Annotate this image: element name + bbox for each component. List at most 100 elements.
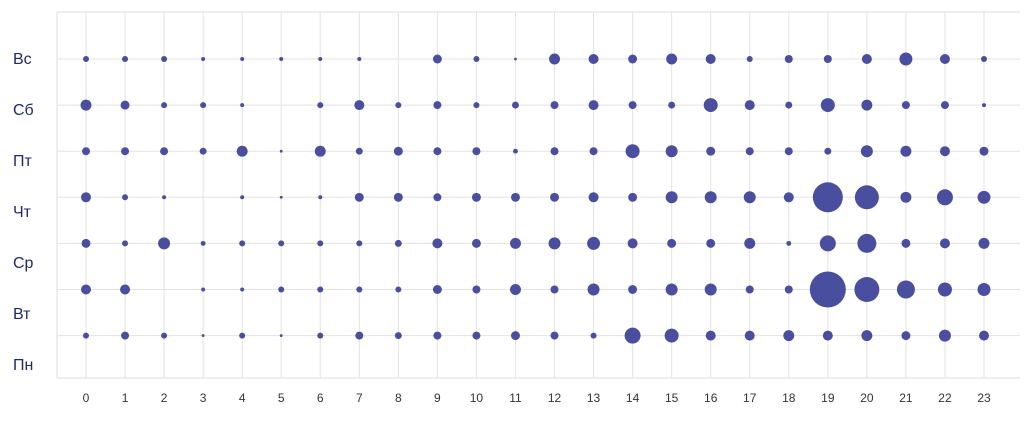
x-tick-label: 2 [161,391,168,405]
bubble [743,191,756,204]
bubble [471,238,481,248]
day-label: Ср [13,255,34,272]
bubble [746,56,753,62]
bubble [979,146,989,156]
bubble [587,283,600,296]
bubble [514,57,517,61]
bubble [706,238,716,248]
bubble [550,192,559,202]
day-label: Пн [13,357,33,374]
bubble [355,331,364,340]
day-label: Сб [13,102,34,119]
bubble [279,57,284,61]
bubble [704,283,717,296]
bubble [81,284,91,295]
x-tick-label: 19 [821,391,835,405]
bubble [857,233,877,253]
bubble [784,55,793,63]
bubble [512,101,519,109]
bubble [355,147,363,155]
bubble [861,54,872,64]
bubble [395,102,402,109]
bubble [900,191,912,203]
bubble [317,240,324,247]
bubble [121,147,130,156]
bubble [239,240,246,247]
bubble [823,55,832,63]
x-tick-label: 10 [470,391,484,405]
bubble [822,330,833,341]
bubble [317,102,324,109]
bubble [162,195,167,200]
bubble [83,332,89,339]
bubble [784,147,793,156]
bubble [83,56,89,62]
x-tick-label: 14 [626,391,640,405]
bubble [899,52,913,66]
bubble [854,277,880,302]
bubble [80,99,92,111]
x-tick-label: 7 [356,391,363,405]
x-tick-label: 9 [434,391,441,405]
bubble [900,145,912,157]
bubble [590,332,597,339]
bubble [314,145,326,157]
bubble [510,284,521,295]
bubble [317,332,324,339]
bubble [278,240,285,247]
bubble [122,56,129,62]
bubble [668,101,676,109]
bubble [979,330,989,341]
bubble [978,237,990,249]
bubble [745,285,754,294]
bubble [588,54,599,64]
bubble [511,192,520,202]
bubble [589,147,598,156]
bubble [317,286,324,293]
bubble [819,235,836,252]
bubble [356,286,363,293]
bubble [588,192,599,203]
bubble [433,193,442,202]
x-tick-label: 11 [509,391,522,405]
x-tick-label: 1 [122,391,129,405]
bubble [824,147,832,155]
bubble [939,238,950,249]
x-tick-label: 12 [548,391,562,405]
bubble [201,287,206,292]
x-tick-label: 20 [860,391,874,405]
x-tick-label: 22 [938,391,952,405]
bubble [783,330,795,342]
x-tick-label: 17 [743,391,757,405]
bubble [201,57,206,61]
bubble [812,182,843,213]
bubble [861,99,873,111]
bubble [279,149,283,153]
bubble [627,238,638,249]
bubble [393,192,403,202]
bubble [939,54,950,64]
bubble [432,54,442,64]
bubble [744,100,755,111]
bubble [665,191,678,204]
bubble [936,189,953,206]
bubble [81,238,91,248]
bubble [240,195,245,200]
day-label: Пт [13,153,33,170]
bubble [122,240,129,247]
bubble [318,195,323,200]
bubble [550,147,559,156]
x-tick-label: 0 [83,391,90,405]
bubble [588,100,599,111]
bubble [624,327,641,344]
day-label: Чт [13,204,32,221]
bubble [784,285,793,294]
bubble [896,280,915,299]
bubble [472,331,481,340]
bubble [240,103,245,108]
bubble [161,332,168,339]
x-tick-label: 21 [899,391,913,405]
bubble [704,191,717,204]
bubble [628,54,638,64]
bubble [278,286,285,293]
